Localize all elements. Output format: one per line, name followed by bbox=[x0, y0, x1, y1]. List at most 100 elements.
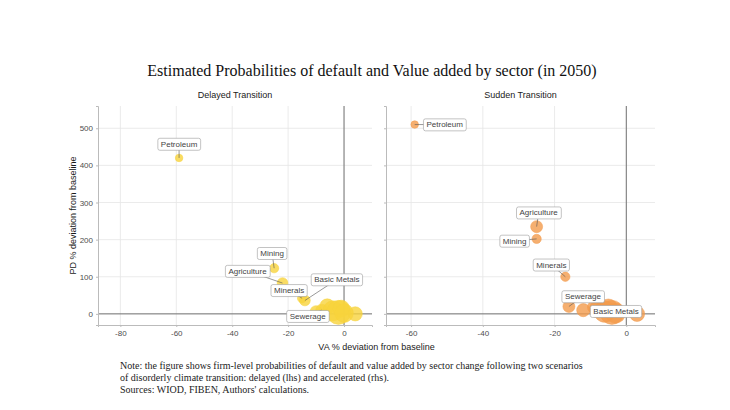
point-label: Petroleum bbox=[426, 120, 463, 129]
x-tick: -20 bbox=[549, 325, 561, 338]
point-label: Minerals bbox=[274, 286, 304, 295]
label-box bbox=[423, 119, 466, 131]
x-tick-mark bbox=[411, 325, 412, 327]
label-box bbox=[590, 305, 641, 317]
grid-line-y bbox=[386, 165, 655, 166]
sources: Sources: WIOD, FIBEN, Authors' calculati… bbox=[120, 384, 309, 395]
label-box bbox=[271, 285, 307, 297]
grid-line-y bbox=[98, 165, 372, 166]
label-box bbox=[257, 248, 287, 260]
reference-line-vertical bbox=[626, 106, 627, 325]
y-tick-label: 400 bbox=[80, 161, 94, 170]
label-box bbox=[158, 138, 201, 150]
y-tick bbox=[384, 203, 386, 204]
x-tick-label: -60 bbox=[406, 329, 418, 338]
x-axis: -60 -40 -20 0 bbox=[387, 325, 656, 338]
grid-line-x bbox=[411, 106, 412, 325]
x-tick: -60 bbox=[406, 325, 418, 338]
y-tick bbox=[384, 277, 386, 278]
x-tick-label: -20 bbox=[283, 329, 295, 338]
y-tick-mark bbox=[384, 165, 386, 166]
x-axis-title: VA % deviation from baseline bbox=[318, 342, 434, 352]
x-axis: -80 -60 -40 -20 0 bbox=[99, 325, 373, 338]
y-axis bbox=[384, 107, 387, 326]
x-tick: -40 bbox=[227, 325, 239, 338]
x-tick: -20 bbox=[283, 325, 295, 338]
y-tick-mark bbox=[384, 128, 386, 129]
y-tick-label: 100 bbox=[80, 273, 94, 282]
x-axis-line bbox=[99, 326, 373, 328]
panel: Petroleum Agriculture Mining Minerals Sewera… bbox=[384, 90, 656, 338]
panel-title: Delayed Transition bbox=[198, 90, 273, 100]
x-tick-label: -40 bbox=[227, 329, 239, 338]
y-tick-mark bbox=[384, 203, 386, 204]
point-label: Minerals bbox=[536, 261, 566, 270]
chart-title: Estimated Probabilities of default and V… bbox=[147, 62, 596, 80]
label-box bbox=[562, 291, 605, 303]
grid-line-x bbox=[232, 106, 233, 325]
grid-line-y bbox=[98, 239, 372, 240]
label-box bbox=[500, 235, 530, 247]
x-tick: 0 bbox=[625, 325, 630, 338]
y-tick-mark bbox=[96, 165, 98, 166]
bubbles bbox=[411, 121, 645, 325]
y-tick: 200 bbox=[80, 236, 98, 245]
bubble bbox=[348, 307, 362, 321]
y-tick bbox=[384, 128, 386, 129]
y-tick bbox=[384, 314, 386, 315]
y-tick-mark bbox=[96, 128, 98, 129]
bubble bbox=[577, 304, 590, 317]
grid-line-x bbox=[344, 106, 345, 325]
y-tick: 300 bbox=[80, 199, 98, 208]
x-tick: 0 bbox=[342, 325, 347, 338]
y-tick-label: 0 bbox=[89, 310, 94, 319]
y-tick-mark bbox=[96, 203, 98, 204]
y-tick bbox=[384, 240, 386, 241]
panel-title: Sudden Transition bbox=[484, 90, 557, 100]
y-tick-mark bbox=[384, 277, 386, 278]
grid-line-y bbox=[386, 276, 655, 277]
note: of disorderly climate transition: delaye… bbox=[120, 372, 389, 384]
grid-line-x bbox=[120, 106, 121, 325]
point-label: Sewerage bbox=[290, 312, 327, 321]
x-tick-mark bbox=[483, 325, 484, 327]
y-axis-title: PD % deviation from baseline bbox=[68, 156, 78, 274]
y-tick-label: 300 bbox=[80, 199, 94, 208]
x-tick-label: -60 bbox=[171, 329, 183, 338]
x-tick-label: -80 bbox=[115, 329, 127, 338]
panel: PetroleumMiningAgricultureMineralsBasic … bbox=[80, 90, 373, 338]
point-label: Agriculture bbox=[228, 267, 267, 276]
grid-line-y bbox=[98, 202, 372, 203]
x-tick-mark bbox=[626, 325, 627, 327]
y-tick bbox=[384, 165, 386, 166]
y-tick-mark bbox=[96, 314, 98, 315]
y-axis-line bbox=[96, 107, 99, 326]
x-tick-label: 0 bbox=[625, 329, 630, 338]
point-label: Petroleum bbox=[161, 140, 198, 149]
point-labels: PetroleumMiningAgricultureMineralsBasic … bbox=[158, 138, 363, 322]
x-tick: -60 bbox=[171, 325, 183, 338]
y-tick-label: 200 bbox=[80, 236, 94, 245]
x-axis-line bbox=[387, 326, 656, 328]
grid-line-x bbox=[482, 106, 483, 325]
point-label: Sewerage bbox=[565, 292, 602, 301]
point-label: Mining bbox=[260, 249, 284, 258]
point-labels: Petroleum Agriculture Mining Minerals Sewera… bbox=[415, 119, 642, 318]
point-label: Agriculture bbox=[520, 208, 559, 217]
label-box bbox=[517, 207, 562, 219]
y-tick-mark bbox=[96, 277, 98, 278]
x-tick-mark bbox=[176, 325, 177, 327]
x-tick-mark bbox=[232, 325, 233, 327]
y-tick: 500 bbox=[80, 124, 98, 133]
y-tick-mark bbox=[384, 314, 386, 315]
grid-line-x bbox=[626, 106, 627, 325]
point-label: Mining bbox=[503, 237, 527, 246]
label-box bbox=[287, 310, 330, 322]
y-tick: 400 bbox=[80, 161, 98, 170]
reference-line-vertical bbox=[344, 106, 345, 325]
x-tick-label: -40 bbox=[478, 329, 490, 338]
label-box bbox=[311, 274, 362, 286]
x-tick-label: -20 bbox=[549, 329, 561, 338]
grid bbox=[98, 106, 372, 325]
x-tick: -80 bbox=[115, 325, 127, 338]
